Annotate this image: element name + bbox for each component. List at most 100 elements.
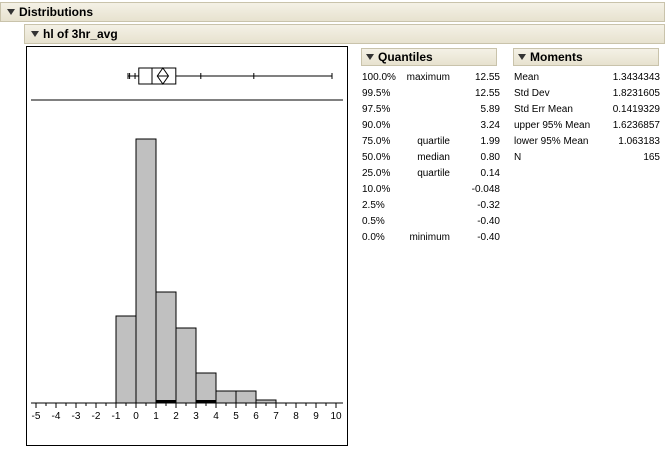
histogram-bar [215,390,237,404]
x-tick-label: 7 [273,411,279,422]
quantile-value: 0.80 [480,152,500,163]
quantiles-panel-header[interactable]: Quantiles [361,48,497,66]
x-tick-label: 1 [153,411,159,422]
distribution-plot: -5 -4 -3 -2 -1 0 1 2 3 4 5 6 7 8 9 10 [26,46,348,446]
quantile-value: 12.55 [474,72,500,83]
x-tick-label: 4 [213,411,219,422]
x-tick-label: 8 [293,411,299,422]
histogram-chart: -5 -4 -3 -2 -1 0 1 2 3 4 5 6 7 8 9 10 [31,67,343,422]
quantile-row: 2.5% -0.32 [362,198,502,214]
moment-label: lower 95% Mean [514,136,589,147]
x-tick-label: -5 [32,411,41,422]
moment-label: upper 95% Mean [514,120,591,131]
moment-label: Std Dev [514,88,550,99]
quantile-value: 5.89 [480,104,500,115]
moment-value: 1.8231605 [612,88,660,99]
quantile-row: 50.0% median 0.80 [362,150,502,166]
variable-title: hl of 3hr_avg [43,27,118,41]
x-tick-label: -2 [92,411,101,422]
histogram-bar [135,138,157,404]
disclosure-triangle-icon[interactable] [7,9,15,16]
quantile-percent: 90.0% [362,120,391,131]
quantile-percent: 75.0% [362,136,391,147]
moments-panel-header[interactable]: Moments [513,48,659,66]
moment-value: 165 [643,152,660,163]
disclosure-triangle-icon[interactable] [366,54,374,61]
quantile-percent: 97.5% [362,104,391,115]
quantile-percent: 99.5% [362,88,391,99]
quantile-value: -0.40 [477,232,500,243]
moment-value: 1.3434343 [612,72,660,83]
highlight-bar [156,400,176,403]
moment-row: Std Dev 1.8231605 [514,86,660,102]
histogram-bar [195,372,217,404]
x-tick-label: -4 [52,411,61,422]
quantile-percent: 25.0% [362,168,391,179]
moment-label: Std Err Mean [514,104,573,115]
quantile-percent: 100.0% [362,72,396,83]
quantile-label: quartile [417,136,450,147]
x-tick-label: 0 [133,411,139,422]
histogram-bars [115,138,277,404]
moment-value: 1.6236857 [612,120,660,131]
moment-row: N 165 [514,150,660,166]
quantile-percent: 0.5% [362,216,385,227]
moment-label: N [514,152,522,163]
quantile-row: 0.0% minimum -0.40 [362,230,502,246]
quantile-percent: 2.5% [362,200,385,211]
quantiles-table: 100.0% maximum 12.55 99.5% 12.55 97.5% 5.89 90.… [362,70,502,246]
x-tick-label: -3 [72,411,81,422]
quantile-percent: 0.0% [362,232,385,243]
quantile-value: 12.55 [474,88,500,99]
highlight-bar [196,400,216,403]
disclosure-triangle-icon[interactable] [518,54,526,61]
x-tick-label: 10 [330,411,342,422]
quantile-label: minimum [409,232,450,243]
quantile-value: -0.40 [477,216,500,227]
quantiles-title: Quantiles [378,50,433,64]
quantile-row: 25.0% quartile 0.14 [362,166,502,182]
quantile-row: 99.5% 12.55 [362,86,502,102]
moment-row: upper 95% Mean 1.6236857 [514,118,660,134]
moment-value: 1.063183 [618,136,660,147]
x-axis: -5 -4 -3 -2 -1 0 1 2 3 4 5 6 7 8 9 10 [31,402,343,422]
box-plot [127,67,333,85]
quantile-value: 0.14 [480,168,500,179]
quantile-row: 90.0% 3.24 [362,118,502,134]
quantile-label: maximum [406,72,450,83]
x-tick-label: 6 [253,411,259,422]
moment-row: Std Err Mean 0.1419329 [514,102,660,118]
histogram-bar [235,390,257,404]
quantile-value: 3.24 [480,120,500,131]
quantile-row: 75.0% quartile 1.99 [362,134,502,150]
histogram-bar [155,291,177,404]
disclosure-triangle-icon[interactable] [31,31,39,38]
moment-value: 0.1419329 [612,104,660,115]
x-tick-label: 5 [233,411,239,422]
quantile-row: 0.5% -0.40 [362,214,502,230]
variable-header[interactable]: hl of 3hr_avg [24,24,665,44]
histogram-bar [175,327,197,404]
histogram-bar [115,315,137,404]
moments-title: Moments [530,50,583,64]
x-tick-label: 9 [313,411,319,422]
quantile-row: 100.0% maximum 12.55 [362,70,502,86]
quartile-box [138,67,177,85]
moment-row: Mean 1.3434343 [514,70,660,86]
quantile-percent: 10.0% [362,184,391,195]
quantile-label: median [417,152,450,163]
quantile-percent: 50.0% [362,152,391,163]
quantile-row: 97.5% 5.89 [362,102,502,118]
x-tick-label: 2 [173,411,179,422]
x-tick-label: -1 [112,411,121,422]
quantile-row: 10.0% -0.048 [362,182,502,198]
quantile-value: -0.32 [477,200,500,211]
quantile-value: -0.048 [471,184,500,195]
x-tick-label: 3 [193,411,199,422]
moment-label: Mean [514,72,540,83]
quantile-label: quartile [417,168,450,179]
quantile-value: 1.99 [480,136,500,147]
distributions-header[interactable]: Distributions [0,2,665,22]
distributions-title: Distributions [19,5,93,19]
moment-row: lower 95% Mean 1.063183 [514,134,660,150]
